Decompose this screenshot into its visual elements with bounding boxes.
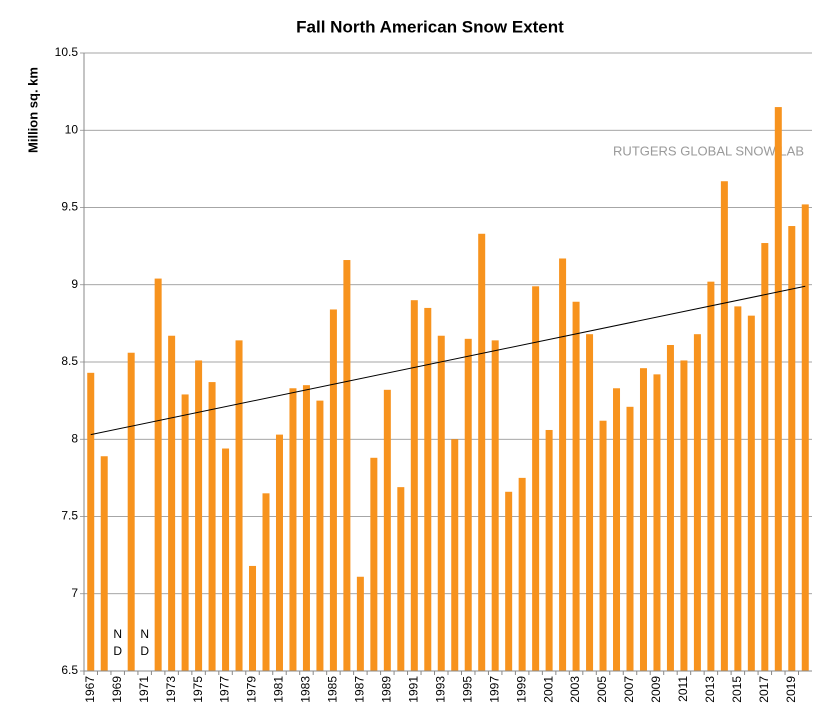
bar xyxy=(613,388,621,671)
bar xyxy=(168,335,176,671)
bar xyxy=(370,457,378,671)
x-tick-label: 1979 xyxy=(245,676,259,703)
bar xyxy=(451,439,459,671)
bar xyxy=(410,300,418,671)
bar xyxy=(761,243,769,671)
bar xyxy=(302,385,310,671)
y-tick-label: 6.5 xyxy=(61,663,78,677)
bar xyxy=(666,345,674,671)
bar xyxy=(195,360,203,671)
x-tick-label: 1991 xyxy=(406,676,420,703)
bar xyxy=(626,406,634,671)
bar xyxy=(478,233,486,671)
bar xyxy=(100,456,108,671)
y-tick-label: 8.5 xyxy=(61,354,78,368)
bar xyxy=(383,389,391,671)
x-tick-label: 2019 xyxy=(784,676,798,703)
bar xyxy=(127,352,135,671)
bar xyxy=(747,315,755,671)
bar xyxy=(505,491,513,671)
bar xyxy=(181,394,189,671)
bar xyxy=(343,260,351,671)
x-tick-label: 1999 xyxy=(514,676,528,703)
x-tick-label: 1967 xyxy=(83,676,97,703)
no-data-label: D xyxy=(113,644,122,658)
bar xyxy=(518,477,526,671)
annotation: RUTGERS GLOBAL SNOW LAB xyxy=(613,143,804,158)
y-tick-label: 7.5 xyxy=(61,509,78,523)
y-tick-label: 10.5 xyxy=(55,45,79,59)
x-tick-label: 2001 xyxy=(541,676,555,703)
y-tick-label: 10 xyxy=(65,122,79,136)
bar xyxy=(532,286,540,671)
x-tick-label: 1985 xyxy=(326,676,340,703)
bar xyxy=(316,400,324,671)
x-tick-label: 2013 xyxy=(703,676,717,703)
bar xyxy=(424,307,432,671)
bar xyxy=(154,278,162,671)
y-axis-label: Million sq. km xyxy=(25,67,40,153)
bar xyxy=(586,334,594,671)
bar xyxy=(720,181,728,672)
bar xyxy=(356,576,364,671)
y-tick-label: 7 xyxy=(71,586,78,600)
bar xyxy=(262,493,270,671)
bar xyxy=(693,334,701,671)
bar xyxy=(222,448,230,671)
trend-line xyxy=(90,285,806,436)
x-tick-label: 2003 xyxy=(568,676,582,703)
bar xyxy=(235,340,243,671)
bar xyxy=(572,301,580,671)
x-tick-label: 1977 xyxy=(218,676,232,703)
no-data-label: N xyxy=(140,627,149,641)
bar xyxy=(249,565,257,671)
x-tick-label: 1971 xyxy=(137,676,151,703)
bar xyxy=(639,368,647,671)
y-tick-label: 9 xyxy=(71,277,78,291)
x-tick-label: 1997 xyxy=(487,676,501,703)
x-tick-label: 1973 xyxy=(164,676,178,703)
x-tick-label: 1983 xyxy=(299,676,313,703)
no-data-label: D xyxy=(140,644,149,658)
bar xyxy=(599,420,607,671)
x-tick-label: 1987 xyxy=(353,676,367,703)
bar xyxy=(437,335,445,671)
y-tick-label: 9.5 xyxy=(61,200,78,214)
x-tick-label: 2007 xyxy=(622,676,636,703)
chart-title: Fall North American Snow Extent xyxy=(296,17,564,36)
x-tick-label: 1975 xyxy=(191,676,205,703)
bar xyxy=(545,429,553,671)
bar xyxy=(464,338,472,671)
bar xyxy=(734,306,742,671)
bar xyxy=(397,487,405,671)
x-tick-label: 1993 xyxy=(433,676,447,703)
x-tick-label: 1981 xyxy=(272,676,286,703)
bar xyxy=(491,340,499,671)
x-tick-label: 2011 xyxy=(676,676,690,702)
x-tick-label: 2005 xyxy=(595,676,609,703)
y-tick-label: 8 xyxy=(71,431,78,445)
x-tick-label: 1989 xyxy=(380,676,394,703)
x-tick-label: 2017 xyxy=(757,676,771,703)
bar xyxy=(329,309,337,671)
x-tick-label: 1969 xyxy=(110,676,124,703)
bar xyxy=(208,382,216,671)
x-tick-label: 2015 xyxy=(730,676,744,703)
bar xyxy=(289,388,297,671)
bar xyxy=(680,360,688,671)
bar xyxy=(275,434,283,671)
bar xyxy=(653,374,661,671)
bar xyxy=(801,204,809,671)
bar xyxy=(788,226,796,672)
bar xyxy=(774,107,782,671)
no-data-label: N xyxy=(113,627,122,641)
x-tick-label: 1995 xyxy=(460,676,474,703)
bar xyxy=(87,372,95,671)
bar xyxy=(559,258,567,671)
bar xyxy=(707,281,715,671)
x-tick-label: 2009 xyxy=(649,676,663,703)
